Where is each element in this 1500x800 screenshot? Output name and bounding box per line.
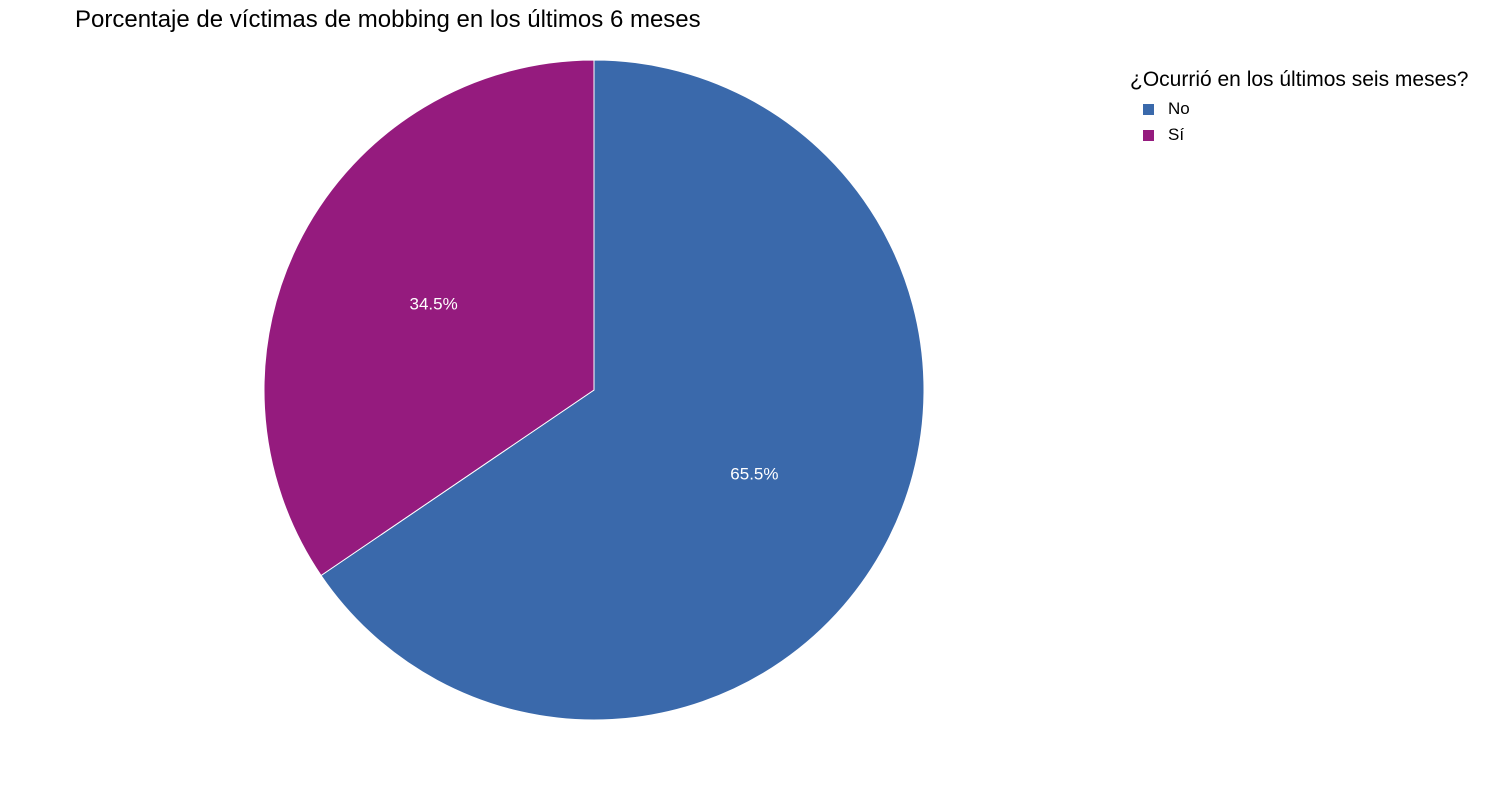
pie-slice-no bbox=[320, 59, 925, 721]
legend-label-no: No bbox=[1168, 99, 1190, 118]
chart-title: Porcentaje de víctimas de mobbing en los… bbox=[75, 6, 701, 33]
slice-label-no: 65.5% bbox=[730, 464, 778, 483]
legend-swatch-no bbox=[1143, 103, 1154, 115]
legend-label-si: Sí bbox=[1168, 125, 1185, 144]
slice-label-si: 34.5% bbox=[409, 295, 457, 314]
pie-slices bbox=[263, 59, 925, 721]
legend: ¿Ocurrió en los últimos seis meses? No S… bbox=[1130, 68, 1468, 148]
legend-item-no: No bbox=[1130, 96, 1468, 122]
legend-title: ¿Ocurrió en los últimos seis meses? bbox=[1130, 68, 1469, 91]
pie-slice-si bbox=[263, 59, 595, 577]
pie-labels: 65.5% 34.5% bbox=[409, 295, 778, 484]
legend-item-si: Sí bbox=[1130, 122, 1468, 148]
legend-swatch-si bbox=[1143, 129, 1154, 141]
